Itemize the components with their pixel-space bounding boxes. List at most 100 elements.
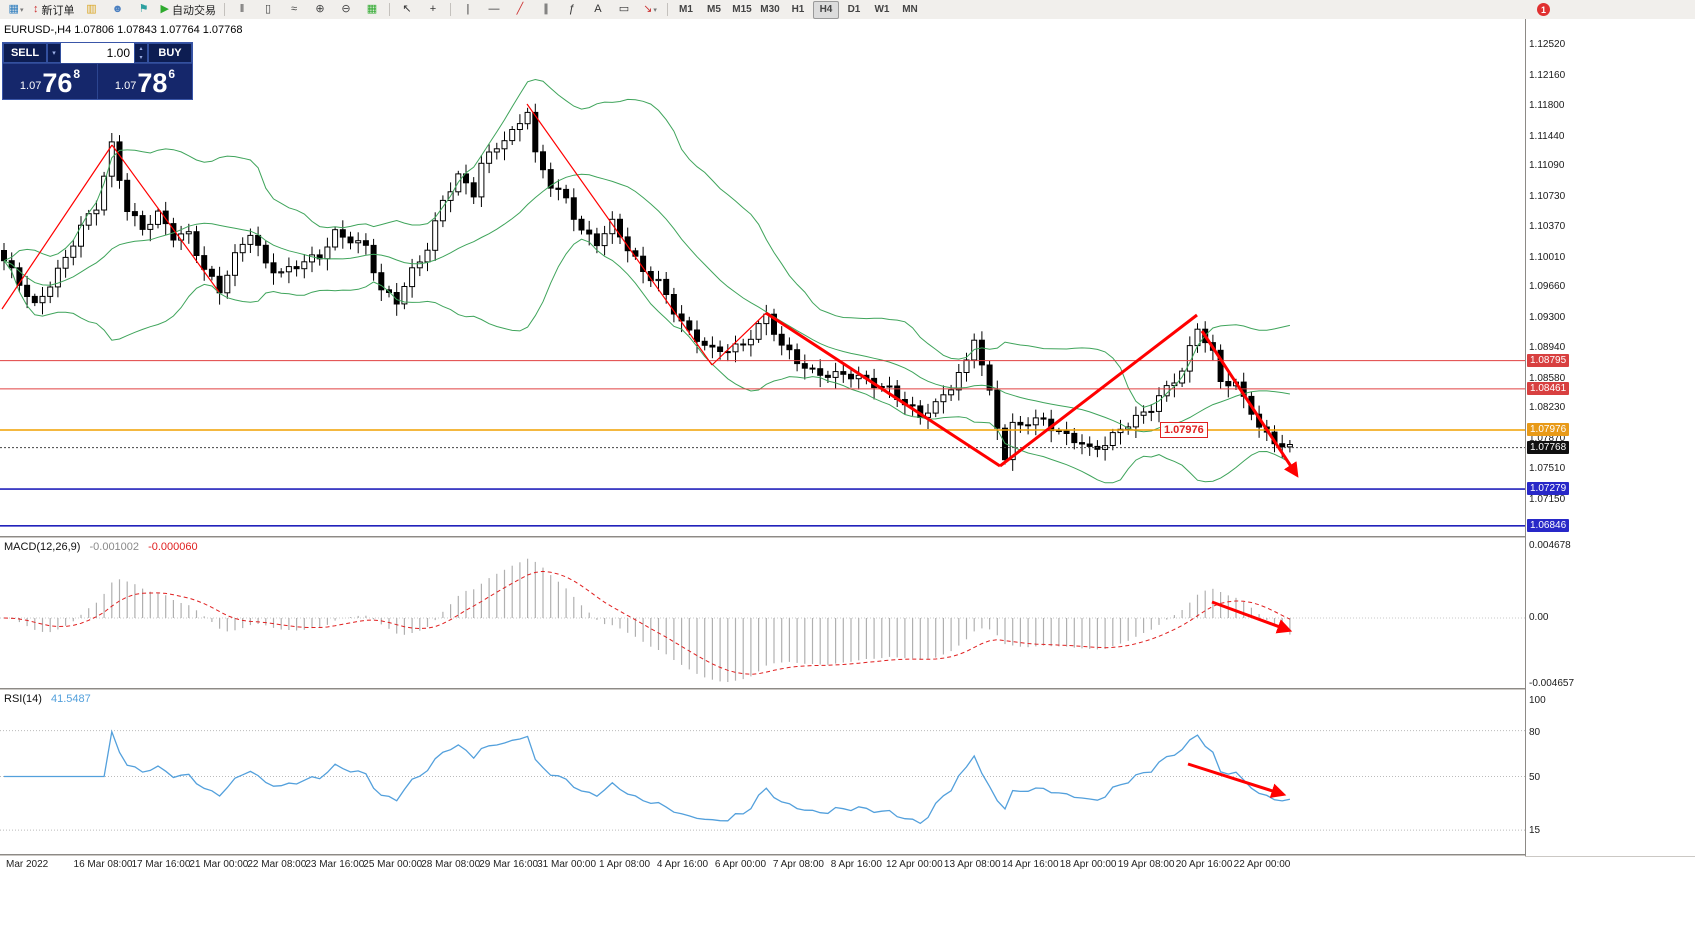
axis-tick-label: -0.004657	[1529, 678, 1575, 689]
zoom-out-button[interactable]: ⊖	[334, 1, 358, 19]
text-button[interactable]: A	[586, 1, 610, 19]
autotrading-label: 自动交易	[171, 4, 216, 17]
bollinger-lower-band	[3, 238, 1291, 484]
notification-badge[interactable]: 1	[1537, 3, 1550, 16]
timeframe-mn-button[interactable]: MN	[897, 1, 923, 19]
time-axis-label: 19 Apr 08:00	[1117, 859, 1175, 870]
trendline-annotation[interactable]	[1187, 762, 1287, 798]
volume-input[interactable]	[61, 43, 134, 63]
new-order-button[interactable]: ↕ 新订单	[30, 1, 78, 19]
price-axis-highlight-label: 1.06846	[1527, 518, 1570, 532]
fibonacci-icon: ƒ	[568, 3, 576, 15]
horizontal-line-button[interactable]: —	[482, 1, 506, 19]
autotrading-button[interactable]: ▶ 自动交易	[158, 1, 219, 19]
cursor-button[interactable]: ↖	[395, 1, 419, 19]
timeframe-m5-label: M5	[707, 4, 721, 15]
axis-tick-label: 1.11440	[1529, 130, 1565, 142]
trendline-annotation[interactable]	[765, 311, 1001, 468]
trendline-annotation[interactable]	[1211, 600, 1293, 634]
timeframe-m5-button[interactable]: M5	[701, 1, 727, 19]
sell-price-display[interactable]: 1.07 76 8	[3, 64, 98, 99]
vertical-line-icon: |	[466, 3, 470, 15]
trendline-annotation[interactable]	[1, 144, 113, 310]
candlestick-chart-button[interactable]: ▯	[256, 1, 280, 19]
one-click-trading-panel: SELL ▾ ▴ ▾ BUY 1.07 76 8 1.07	[2, 42, 193, 100]
timeframe-h1-button[interactable]: H1	[785, 1, 811, 19]
timeframe-m15-button[interactable]: M15	[729, 1, 755, 19]
volume-dropdown-button[interactable]: ▾	[47, 43, 61, 63]
axis-tick-label: 15	[1529, 825, 1541, 836]
timeframe-w1-label: W1	[874, 4, 890, 15]
trade-prices-row: 1.07 76 8 1.07 78 6	[3, 64, 192, 99]
trendline-annotation[interactable]	[111, 144, 220, 293]
new-order-icon: ↕	[33, 3, 39, 15]
sell-button[interactable]: SELL	[3, 43, 47, 63]
timeframe-h4-label: H4	[819, 4, 833, 15]
stepper-up-icon[interactable]: ▴	[139, 45, 143, 52]
time-axis-label: 20 Apr 16:00	[1175, 859, 1233, 870]
bar-chart-icon: ‖	[239, 3, 245, 15]
cursor-icon: ↖	[402, 3, 412, 15]
line-chart-button[interactable]: ≈	[282, 1, 306, 19]
time-axis[interactable]: Mar 2022 16 Mar 08:00 17 Mar 16:00 21 Mar 0…	[0, 856, 1525, 876]
timeframe-m30-button[interactable]: M30	[757, 1, 783, 19]
time-axis-label: 25 Mar 00:00	[363, 859, 423, 870]
trendline-icon: ╱	[516, 3, 524, 15]
time-axis-label: 13 Apr 08:00	[943, 859, 1001, 870]
axis-tick-label: 50	[1529, 772, 1541, 783]
buy-button[interactable]: BUY	[148, 43, 192, 63]
new-chart-button[interactable]: ▦ ▾	[4, 1, 28, 19]
main-chart-panel: EURUSD-,H4 1.07806 1.07843 1.07764 1.077…	[0, 19, 1525, 536]
trade-controls-row: SELL ▾ ▴ ▾ BUY	[3, 43, 192, 64]
rsi-chart[interactable]	[0, 690, 1525, 854]
new-chart-icon: ▦	[8, 3, 19, 15]
trendline-button[interactable]: ╱	[508, 1, 532, 19]
timeframe-d1-button[interactable]: D1	[841, 1, 867, 19]
price-chart[interactable]	[0, 19, 1525, 536]
bollinger-upper-band	[3, 78, 1291, 408]
axis-tick-label: 1.08230	[1529, 402, 1566, 414]
axis-tick-label: 1.10010	[1529, 251, 1566, 263]
macd-indicator-label: MACD(12,26,9) -0.001002 -0.000060	[4, 541, 198, 553]
bar-chart-button[interactable]: ‖	[230, 1, 254, 19]
vertical-line-button[interactable]: |	[456, 1, 480, 19]
volume-stepper[interactable]: ▴ ▾	[134, 43, 148, 63]
trendline-annotation[interactable]	[711, 312, 767, 366]
panel-separator[interactable]	[0, 536, 1695, 539]
crosshair-button[interactable]: +	[421, 1, 445, 19]
equidistant-channel-button[interactable]: ∥	[534, 1, 558, 19]
timeframe-h4-button[interactable]: H4	[812, 0, 839, 19]
price-axis-highlight-label: 1.08795	[1527, 353, 1570, 367]
tile-windows-button[interactable]: ▦	[360, 1, 384, 19]
time-axis-label: 31 Mar 00:00	[537, 859, 597, 870]
axis-tick-label: 1.07870	[1529, 432, 1566, 444]
macd-chart[interactable]	[0, 538, 1525, 688]
axis-tick-label: 1.07150	[1529, 494, 1566, 505]
tile-windows-icon: ▦	[366, 3, 378, 15]
arrows-button[interactable]: ↘ ▾	[638, 1, 662, 19]
panel-separator[interactable]	[0, 688, 1695, 691]
buy-price-display[interactable]: 1.07 78 6	[98, 64, 192, 99]
zoom-in-button[interactable]: ⊕	[308, 1, 332, 19]
text-label-button[interactable]: ▭	[612, 1, 636, 19]
metaeditor-button[interactable]: ▥	[80, 1, 104, 19]
macd-name: MACD(12,26,9)	[4, 541, 81, 553]
trendline-annotation[interactable]	[526, 103, 713, 366]
trendline-annotation[interactable]	[1200, 330, 1299, 478]
alerts-button[interactable]: ⚑	[132, 1, 156, 19]
axis-tick-label: 1.09300	[1529, 311, 1566, 323]
stepper-down-icon[interactable]: ▾	[139, 54, 143, 61]
axis-tick-label: 1.10730	[1529, 190, 1566, 202]
bid-main: 76	[42, 68, 73, 99]
price-axis[interactable]: 1.12520 1.12160 1.11800 1.11440 1.11090 1.107…	[1525, 19, 1695, 856]
profile-button[interactable]: ☻	[106, 1, 130, 19]
timeframe-m1-button[interactable]: M1	[673, 1, 699, 19]
timeframe-w1-button[interactable]: W1	[869, 1, 895, 19]
price-callout-label[interactable]: 1.07976	[1160, 422, 1208, 438]
time-axis-label: 21 Mar 00:00	[189, 859, 249, 870]
arrows-icon: ↘	[643, 3, 653, 15]
time-axis-label: Mar 2022	[6, 859, 49, 870]
trendline-annotation[interactable]	[999, 313, 1198, 468]
time-axis-label: 8 Apr 16:00	[830, 859, 882, 870]
fibonacci-button[interactable]: ƒ	[560, 1, 584, 19]
